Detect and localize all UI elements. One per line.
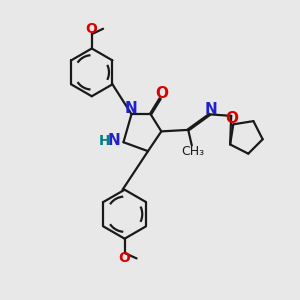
Text: O: O <box>155 86 168 101</box>
Text: O: O <box>85 22 97 36</box>
Text: O: O <box>226 111 238 126</box>
Text: H: H <box>99 134 111 148</box>
Text: N: N <box>205 102 217 117</box>
Text: CH₃: CH₃ <box>181 146 204 158</box>
Text: N: N <box>124 101 137 116</box>
Text: O: O <box>119 251 130 266</box>
Text: N: N <box>108 133 121 148</box>
